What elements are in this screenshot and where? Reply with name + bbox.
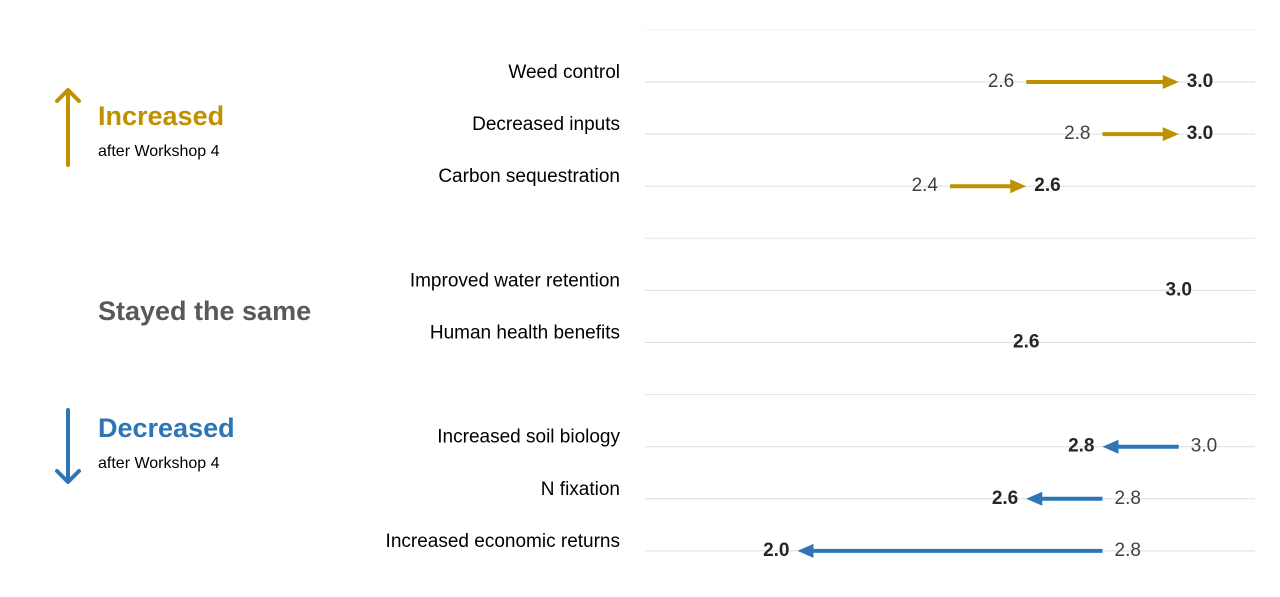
category-label: Weed control <box>508 62 620 83</box>
arrow-head <box>797 543 814 558</box>
after-label: 3.0 <box>1166 279 1192 300</box>
category-label: N fixation <box>541 479 620 500</box>
before-label: 2.8 <box>1115 488 1141 509</box>
group-note: after Workshop 4 <box>98 143 220 160</box>
category-label: Decreased inputs <box>472 114 620 135</box>
after-label: 2.6 <box>1013 332 1039 353</box>
group-title: Stayed the same <box>98 296 311 326</box>
category-label: Human health benefits <box>430 323 620 344</box>
after-label: 2.6 <box>992 488 1018 509</box>
category-label: Carbon sequestration <box>438 166 620 187</box>
before-label: 2.8 <box>1115 540 1141 561</box>
category-label: Increased economic returns <box>386 531 620 552</box>
before-label: 3.0 <box>1191 436 1217 457</box>
before-label: 2.4 <box>912 175 939 196</box>
after-label: 2.6 <box>1034 175 1060 196</box>
after-label: 2.8 <box>1068 436 1094 457</box>
category-label: Increased soil biology <box>437 427 620 448</box>
before-label: 2.8 <box>1064 123 1090 144</box>
arrow-head <box>1102 439 1119 454</box>
group-note: after Workshop 4 <box>98 455 220 472</box>
before-label: 2.6 <box>988 71 1014 92</box>
after-label: 2.0 <box>763 540 789 561</box>
arrow-head <box>1026 491 1043 506</box>
direction-icon <box>55 88 81 103</box>
after-label: 3.0 <box>1187 123 1213 144</box>
group-title: Increased <box>98 101 224 131</box>
category-label: Improved water retention <box>410 270 620 291</box>
group-title: Decreased <box>98 413 235 443</box>
arrow-head <box>1162 127 1179 142</box>
arrow-head <box>1010 179 1027 194</box>
arrow-head <box>1162 75 1179 89</box>
after-label: 3.0 <box>1187 71 1213 92</box>
direction-icon <box>55 469 81 484</box>
